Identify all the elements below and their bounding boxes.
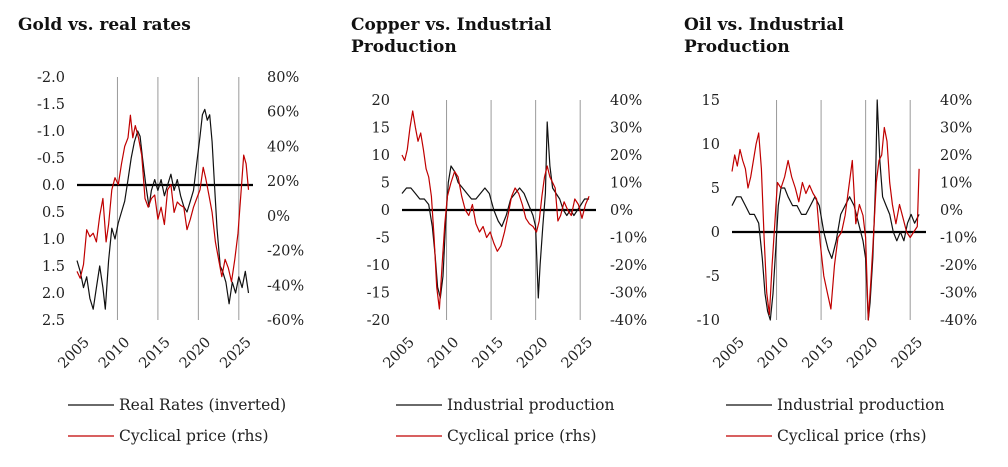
gold-series-red-line (76, 114, 250, 283)
oil-series-black-line (731, 99, 920, 321)
chart-gold: Gold vs. real rates -2.0 -1.5 -1.0 -0.5 0.0 0… (18, 15, 304, 445)
copper-right-tick-label: -10% (610, 231, 647, 247)
gold-legend-label-0: Real Rates (inverted) (119, 396, 286, 414)
oil-right-tick-label: 10% (940, 176, 972, 192)
copper-left-tick-label: 10 (372, 148, 390, 164)
chart-oil: Oil vs. Industrial Production 15 10 5 0 -5 -1… (684, 15, 977, 445)
gold-left-tick-label: -1.5 (37, 97, 65, 113)
copper-series-red-line (401, 110, 590, 310)
copper-left-tick-label: -15 (367, 286, 390, 302)
gold-left-tick-label: 1.5 (42, 259, 65, 275)
copper-x-tick-label: 2010 (425, 334, 462, 371)
oil-left-tick-label: 5 (711, 181, 720, 197)
chart-copper-title-line-1: Copper vs. Industrial (351, 15, 552, 35)
gold-right-tick-label: 40% (267, 139, 299, 155)
oil-right-tick-label: -30% (940, 286, 977, 302)
oil-right-tick-label: -10% (940, 231, 977, 247)
oil-legend-label-0: Industrial production (777, 396, 944, 414)
oil-left-tick-label: 0 (711, 225, 720, 241)
chart-oil-title-line-1: Oil vs. Industrial (684, 15, 844, 35)
oil-right-tick-label: 40% (940, 93, 972, 109)
gold-legend-label-1: Cyclical price (rhs) (119, 427, 269, 445)
oil-x-tick-label: 2025 (889, 334, 926, 371)
copper-right-tick-label: -30% (610, 286, 647, 302)
gold-series-black-line (76, 108, 250, 310)
chart-copper-title-line-2: Production (351, 37, 457, 57)
oil-x-tick-label: 2015 (800, 334, 837, 371)
gold-right-tick-label: 80% (267, 70, 299, 86)
gold-left-tick-label: 2.0 (42, 286, 65, 302)
gold-right-tick-label: 20% (267, 174, 299, 190)
gold-left-tick-label: -0.5 (37, 151, 65, 167)
copper-x-tick-label: 2020 (514, 334, 551, 371)
oil-x-tick-label: 2010 (755, 334, 792, 371)
oil-x-tick-label: 2005 (710, 334, 747, 371)
oil-right-tick-label: -20% (940, 258, 977, 274)
copper-left-tick-label: 20 (372, 93, 390, 109)
oil-legend-label-1: Cyclical price (rhs) (777, 427, 927, 445)
gold-right-tick-label: 60% (267, 105, 299, 121)
gold-x-tick-label: 2020 (177, 334, 214, 371)
copper-x-tick-label: 2015 (470, 334, 507, 371)
copper-right-tick-label: -20% (610, 258, 647, 274)
oil-x-tick-label: 2020 (844, 334, 881, 371)
copper-legend-label-1: Cyclical price (rhs) (447, 427, 597, 445)
oil-series-red-line (731, 126, 920, 321)
gold-left-tick-label: 0.5 (42, 205, 65, 221)
copper-x-tick-label: 2025 (559, 334, 596, 371)
copper-left-tick-label: 0 (381, 203, 390, 219)
oil-right-tick-label: -40% (940, 313, 977, 329)
copper-left-tick-label: 5 (381, 176, 390, 192)
oil-right-tick-label: 20% (940, 148, 972, 164)
gold-left-tick-label: 2.5 (42, 313, 65, 329)
gold-right-tick-label: -20% (267, 244, 304, 260)
gold-left-tick-label: 0.0 (42, 178, 65, 194)
chart-copper: Copper vs. Industrial Production 2015105… (351, 15, 647, 445)
gold-x-tick-label: 2010 (96, 334, 133, 371)
gold-x-tick-label: 2025 (217, 334, 254, 371)
oil-left-tick-label: -10 (697, 313, 720, 329)
oil-right-tick-label: 30% (940, 121, 972, 137)
copper-right-tick-label: 40% (610, 93, 642, 109)
copper-right-tick-label: -40% (610, 313, 647, 329)
copper-left-tick-label: -10 (367, 258, 390, 274)
copper-left-tick-label: -20 (367, 313, 390, 329)
gold-left-tick-label: 1.0 (42, 232, 65, 248)
gold-x-tick-label: 2005 (55, 334, 92, 371)
chart-gold-title-line-1: Gold vs. real rates (18, 15, 191, 35)
gold-left-tick-label: -2.0 (37, 70, 65, 86)
gold-right-tick-label: -60% (267, 313, 304, 329)
gold-left-tick-label: -1.0 (37, 124, 65, 140)
oil-right-tick-label: 0% (940, 203, 963, 219)
oil-left-tick-label: 15 (702, 93, 720, 109)
gold-right-tick-label: -40% (267, 278, 304, 294)
chart-oil-title-line-2: Production (684, 37, 790, 57)
oil-left-tick-label: -5 (706, 269, 720, 285)
copper-x-tick-label: 2005 (380, 334, 417, 371)
copper-left-tick-label: 15 (372, 121, 390, 137)
copper-left-tick-label: -5 (376, 231, 390, 247)
copper-right-tick-label: 30% (610, 121, 642, 137)
oil-left-tick-label: 10 (702, 137, 720, 153)
copper-right-tick-label: 0% (610, 203, 633, 219)
copper-legend-label-0: Industrial production (447, 396, 614, 414)
copper-right-tick-label: 10% (610, 176, 642, 192)
copper-right-tick-label: 20% (610, 148, 642, 164)
gold-x-tick-label: 2015 (136, 334, 173, 371)
gold-right-tick-label: 0% (267, 209, 290, 225)
